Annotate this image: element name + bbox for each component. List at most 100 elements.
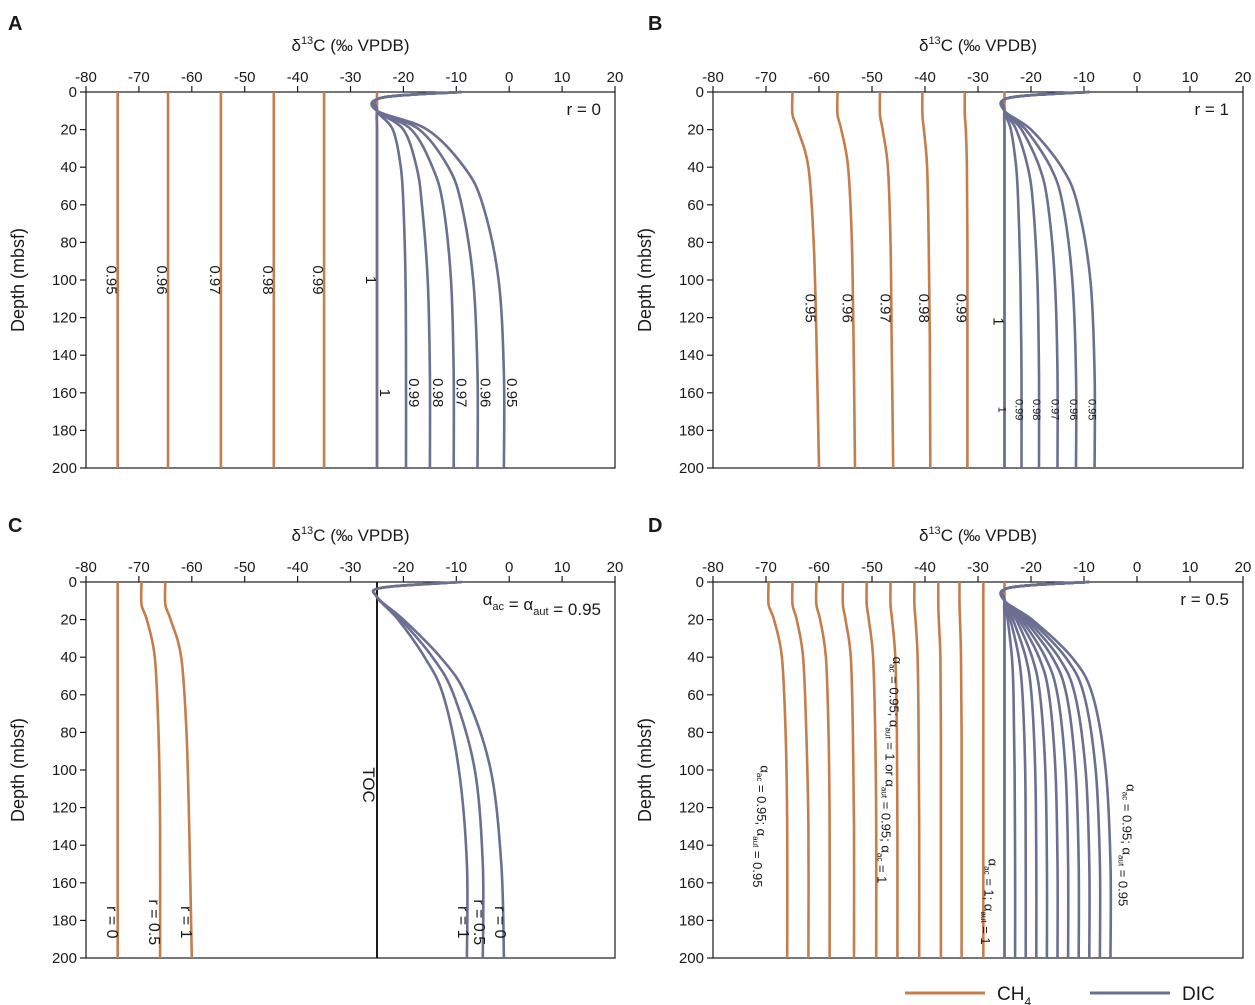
- x-tick-label: -60: [808, 69, 830, 86]
- series-label: 0.95: [801, 294, 818, 323]
- dic-line: [371, 580, 506, 959]
- series-label: 0.97: [453, 378, 470, 407]
- ch4-line: [963, 91, 969, 468]
- y-tick-label: 20: [60, 122, 77, 139]
- y-tick-label: 0: [69, 84, 77, 101]
- panel-annotation: r = 0.5: [1180, 590, 1229, 609]
- y-tick-label: 60: [687, 197, 704, 214]
- y-tick-label: 200: [679, 460, 704, 477]
- series-label: 0.97: [206, 265, 223, 294]
- ch4-line: [878, 91, 895, 469]
- dic-line: [999, 580, 1113, 959]
- series-label: 0.95: [503, 378, 520, 407]
- y-tick-label: 140: [679, 347, 704, 364]
- x-tick-label: 10: [554, 559, 571, 576]
- x-tick-label: -80: [702, 69, 724, 86]
- x-tick-label: -50: [234, 559, 256, 576]
- x-tick-label: -80: [75, 69, 97, 86]
- y-tick-label: 80: [687, 724, 704, 741]
- series-label: r = 0.5: [145, 899, 162, 945]
- x-tick-label: 20: [607, 559, 624, 576]
- y-tick-label: 60: [60, 687, 77, 704]
- legend: CH4 DIC: [905, 984, 1215, 1005]
- x-tick-label: 20: [1235, 559, 1252, 576]
- x-tick-label: -20: [393, 559, 415, 576]
- x-tick-label: 10: [554, 69, 571, 86]
- y-tick-label: 160: [679, 385, 704, 402]
- x-tick-label: 0: [1133, 559, 1141, 576]
- y-tick-label: 120: [52, 310, 77, 327]
- x-tick-label: 20: [607, 69, 624, 86]
- x-tick-label: -60: [181, 69, 203, 86]
- ch4-line: [790, 581, 810, 959]
- x-tick-label: -70: [128, 559, 150, 576]
- x-tick-label: -10: [445, 69, 467, 86]
- series-label: αac = 0.95; αaut = 0.95: [1116, 784, 1139, 906]
- panel-letter: C: [8, 515, 22, 537]
- panel-annotation: αac = αaut = 0.95: [483, 590, 601, 619]
- y-tick-label: 160: [52, 385, 77, 402]
- x-tick-label: -60: [808, 559, 830, 576]
- plot-frame: [712, 581, 1244, 959]
- y-tick-label: 100: [52, 272, 77, 289]
- y-tick-label: 180: [679, 912, 704, 929]
- y-tick-label: 100: [679, 272, 704, 289]
- series-label: 1: [376, 389, 393, 397]
- x-tick-label: -30: [340, 69, 362, 86]
- y-tick-label: 0: [696, 84, 704, 101]
- y-axis-title: Depth (mbsf): [635, 228, 655, 332]
- y-tick-label: 60: [687, 687, 704, 704]
- y-tick-label: 120: [679, 310, 704, 327]
- series-label: 0.97: [1049, 399, 1061, 420]
- x-axis-title: δ13C (‰ VPDB): [919, 525, 1037, 545]
- series-label: 0.98: [915, 294, 932, 323]
- x-tick-label: -10: [1073, 69, 1095, 86]
- series-label: 0.99: [309, 265, 326, 294]
- x-tick-label: 10: [1182, 559, 1199, 576]
- ch4-line: [920, 91, 932, 469]
- ch4-line: [913, 581, 921, 959]
- x-tick-label: -70: [128, 69, 150, 86]
- x-tick-label: 0: [505, 559, 513, 576]
- dic-line: [999, 90, 1097, 469]
- y-tick-label: 20: [60, 612, 77, 629]
- ch4-line: [958, 581, 963, 958]
- series-label: r = 1: [454, 906, 471, 939]
- dic-line: [372, 580, 469, 959]
- panel-letter: B: [648, 13, 662, 35]
- y-tick-label: 100: [679, 762, 704, 779]
- x-tick-label: -50: [234, 69, 256, 86]
- y-tick-label: 0: [69, 574, 77, 591]
- legend-label-ch4: CH4: [997, 984, 1031, 1005]
- y-tick-label: 40: [60, 159, 77, 176]
- series-label: 0.98: [429, 378, 446, 407]
- series-label: 0.97: [877, 294, 894, 323]
- y-tick-label: 200: [52, 460, 77, 477]
- dic-line: [370, 90, 506, 469]
- panel-annotation: r = 1: [1195, 100, 1230, 119]
- y-tick-label: 40: [60, 649, 77, 666]
- panel-annotation: r = 0: [567, 100, 602, 119]
- series-label: 0.98: [1030, 399, 1042, 420]
- x-tick-label: -40: [914, 69, 936, 86]
- y-axis-title: Depth (mbsf): [8, 228, 28, 332]
- y-tick-label: 80: [60, 234, 77, 251]
- y-tick-label: 80: [60, 724, 77, 741]
- y-tick-label: 140: [52, 347, 77, 364]
- series-label: 0.99: [1012, 399, 1024, 420]
- ch4-line: [814, 581, 831, 959]
- x-tick-label: -70: [755, 69, 777, 86]
- x-tick-label: -60: [181, 559, 203, 576]
- ch4-line: [139, 581, 162, 959]
- series-label: 0.99: [952, 294, 969, 323]
- series-label: 0.99: [405, 378, 422, 407]
- x-tick-label: -30: [967, 559, 989, 576]
- x-tick-label: 0: [505, 69, 513, 86]
- y-tick-label: 140: [679, 837, 704, 854]
- series-label: αac = 1; αaut = 1: [978, 859, 1001, 945]
- y-tick-label: 120: [679, 800, 704, 817]
- ch4-line: [790, 91, 821, 469]
- ch4-line: [766, 581, 789, 959]
- plot-frame: [85, 581, 616, 959]
- y-tick-label: 40: [687, 159, 704, 176]
